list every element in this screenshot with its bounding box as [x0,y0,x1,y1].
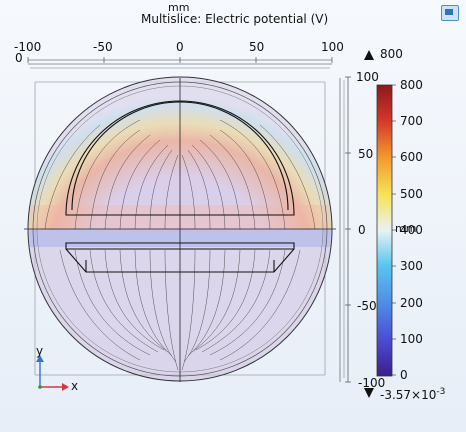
colorbar-tick-label: 500 [400,187,423,201]
x-tick-label: 0 [176,40,184,54]
z-tick-label: -100 [358,376,386,390]
colorbar-min-label: -3.57×10-3 [380,387,446,402]
colorbar [364,50,396,398]
colorbar-tick-label: 300 [400,259,423,273]
min-marker-icon [364,388,374,398]
z-tick-label: -50 [357,299,377,313]
plot-units: mm [168,1,190,14]
x-zero-label: 0 [15,51,23,65]
z-tick-label: 50 [358,147,374,161]
z-unit-label: mm [395,222,417,235]
z-tick-label: 0 [358,223,366,237]
colorbar-tick-label: 600 [400,150,423,164]
triad-y-label: y [36,344,44,358]
triad-x-label: x [71,379,79,393]
colorbar-max-label: 800 [380,47,403,61]
colorbar-tick-label: 800 [400,78,423,92]
x-tick-label: -100 [14,40,42,54]
axis-lines [24,78,336,382]
colorbar-tick-label: 400 [400,223,423,237]
plot-title: Multislice: Electric potential (V) [141,12,329,26]
colorbar-tick-label: 0 [400,368,408,382]
colorbar-tick-label: 100 [400,332,423,346]
render-icon[interactable] [441,5,459,21]
z-axis-ruler [345,76,351,383]
x-tick-label: -50 [93,40,113,54]
x-axis-ruler [27,57,333,63]
axis-triad [36,355,69,391]
colorbar-tick-label: 200 [400,296,423,310]
z-tick-label: 100 [356,70,379,84]
x-tick-label: 100 [321,40,344,54]
contour-lines [44,119,316,371]
x-tick-label: 50 [249,40,265,54]
colorbar-tick-label: 700 [400,114,423,128]
max-marker-icon [364,50,374,60]
